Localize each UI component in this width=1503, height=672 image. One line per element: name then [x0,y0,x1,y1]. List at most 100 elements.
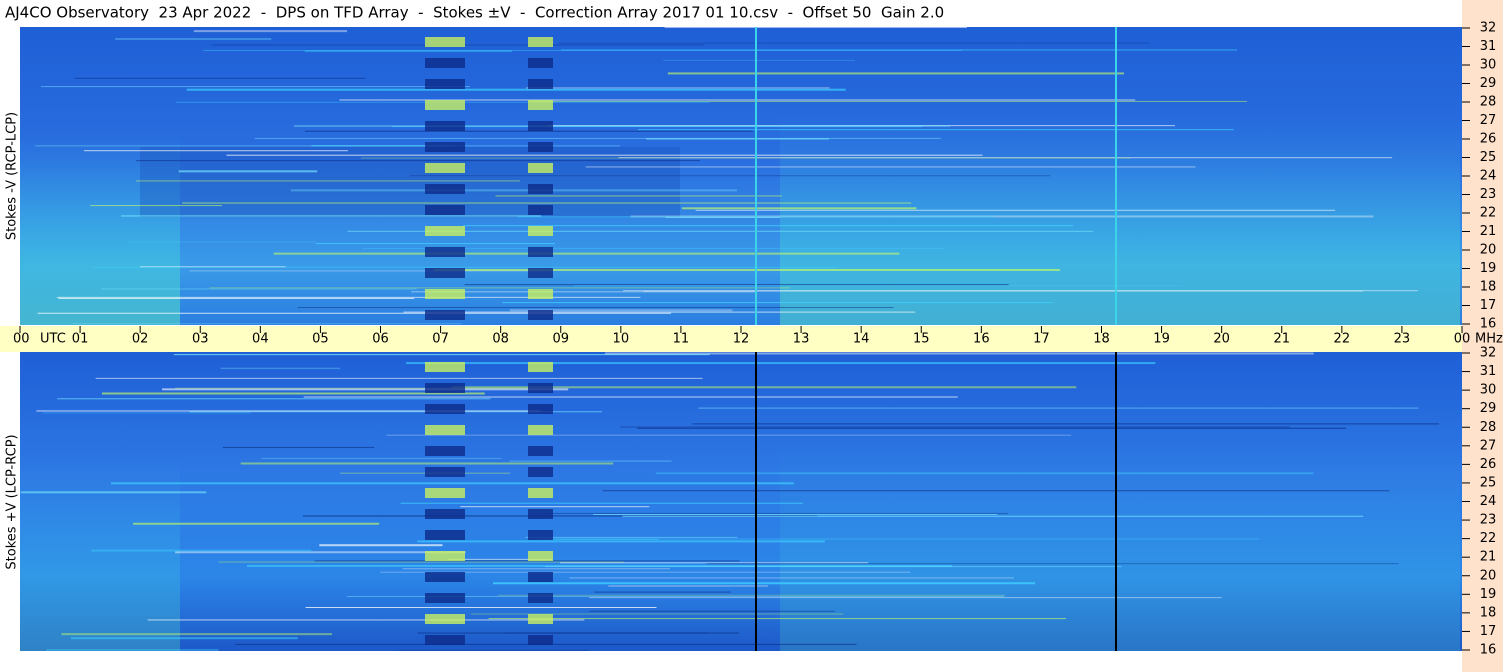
time-tick-label: 13 [793,332,810,347]
spectral-line [706,563,1399,565]
spectral-line [226,154,983,156]
burst-band [425,509,465,519]
spectral-line [58,297,415,299]
spectral-line [61,633,333,636]
spectral-line [392,126,922,128]
spectral-line [573,285,1183,287]
time-tick-label: 18 [1093,332,1110,347]
freq-tick-label: 26 [1480,457,1497,472]
spectral-line [173,354,710,356]
time-tick-label: 21 [1273,332,1290,347]
title: AJ4CO Observatory 23 Apr 2022 - DPS on T… [5,4,944,22]
burst-band [528,404,553,414]
vertical-line [1115,352,1117,651]
spectral-line [525,536,738,538]
spectral-line [162,388,569,391]
burst-band [425,572,465,582]
spectral-line [139,266,286,268]
spectral-line [133,522,380,525]
burst-band [528,446,553,456]
time-tick-label: 16 [973,332,990,347]
freq-tick-label: 22 [1480,206,1497,221]
freq-tick-label: 16 [1480,643,1497,658]
spectral-line [290,189,737,192]
spectral-line [42,412,251,414]
time-strip [0,326,1462,352]
burst-band [425,635,465,645]
spectral-line [558,42,1150,44]
spectral-line [37,312,672,314]
spectral-line [240,462,614,465]
spectral-line [220,367,341,369]
time-tick-label: 14 [853,332,870,347]
freq-tick-label: 29 [1480,401,1497,416]
freq-tick-label: 30 [1480,383,1497,398]
time-tick-label: 08 [492,332,509,347]
spectral-line [464,284,1009,286]
burst-band [425,383,465,393]
spectral-line [509,309,733,312]
spectral-line [186,88,846,91]
time-tick-label: 19 [1153,332,1170,347]
spectral-line [529,100,1247,102]
burst-band [528,226,553,236]
time-tick-label: 15 [913,332,930,347]
burst-band [528,289,553,299]
freq-tick-label: 27 [1480,438,1497,453]
spectral-line [434,268,1060,271]
spectral-line [74,77,366,79]
burst-band [528,58,553,68]
burst-band [528,142,553,152]
spectral-line [585,166,1196,168]
spectral-line [360,157,1131,159]
spectral-line [46,649,219,651]
spectral-line [175,551,466,554]
burst-band [425,614,465,624]
freq-tick-label: 26 [1480,132,1497,147]
spectral-line [175,387,529,389]
time-tick-label: 06 [372,332,389,347]
freq-tick-label: 21 [1480,224,1497,239]
spectral-line [302,515,818,517]
spectral-line [402,568,671,570]
spectral-line [147,619,585,621]
burst-band [528,425,553,435]
spectral-line [36,410,541,412]
time-tick-label: 10 [613,332,630,347]
burst-band [425,467,465,477]
spectral-line [101,288,417,290]
freq-tick-label: 29 [1480,76,1497,91]
spectral-line [495,195,782,197]
panel-glow [780,116,1460,326]
burst-band [425,226,465,236]
spectral-line [386,434,1072,436]
time-tick-label: 17 [1033,332,1050,347]
freq-tick-label: 31 [1480,364,1497,379]
spectral-line [664,27,968,29]
spectral-line [303,396,958,398]
spectral-line [501,302,1053,304]
spectral-line [637,129,1234,131]
burst-band [528,488,553,498]
burst-band [528,593,553,603]
spectral-line [346,595,1004,597]
spectral-line [56,296,641,298]
spectral-line [503,632,708,634]
spectral-line [115,38,272,41]
spectral-line [273,252,900,255]
spectral-line [594,591,731,593]
spectral-line [665,216,781,218]
spectral-line [182,202,912,204]
spectral-line [569,577,1014,579]
time-tick-label: 12 [733,332,750,347]
burst-band [425,425,465,435]
time-tick-label: 09 [552,332,569,347]
spectral-line [498,594,1006,596]
spectral-line [203,49,962,51]
spectral-line [91,549,312,552]
spectral-line [460,506,650,508]
spectral-line [120,215,541,217]
spectral-line [682,207,917,210]
burst-band [425,184,465,194]
